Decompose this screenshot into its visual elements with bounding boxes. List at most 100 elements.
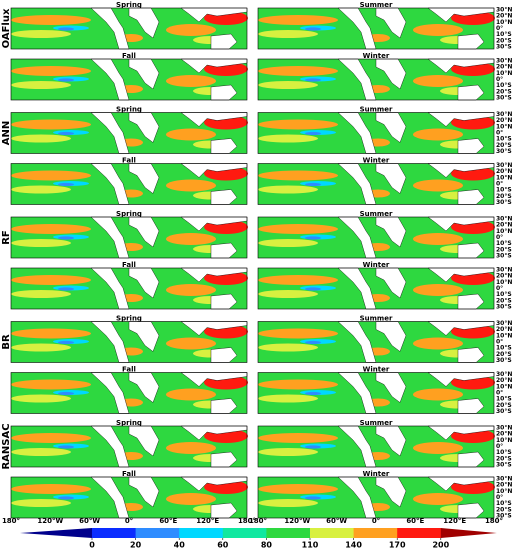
colorbar-bin — [397, 528, 442, 538]
lat-label: 0° — [496, 25, 503, 32]
lat-label: 30°N — [496, 320, 512, 327]
map-panel — [10, 216, 249, 259]
lat-label: 30°S — [496, 253, 512, 260]
lat-label: 0° — [496, 285, 503, 292]
panel-frame — [10, 321, 248, 363]
lat-label: 0° — [496, 130, 503, 137]
lat-label: 20°N — [496, 377, 512, 384]
lat-label: 20°N — [496, 64, 512, 71]
lon-label: 180° — [238, 517, 256, 525]
panel-title: Summer — [360, 1, 393, 9]
panel-title: Fall — [122, 366, 136, 374]
map-panel — [257, 372, 496, 414]
panel-frame — [257, 7, 495, 50]
panel-frame — [10, 163, 248, 205]
lat-label: 20°N — [496, 117, 512, 124]
panel-frame — [257, 476, 495, 519]
panel-title: Winter — [363, 52, 390, 60]
map — [10, 267, 249, 310]
row-label: OAFlux — [1, 8, 12, 48]
panel-frame — [257, 372, 495, 414]
map-panel — [257, 216, 496, 259]
lat-label: 20°S — [496, 506, 512, 513]
map-panel — [257, 112, 496, 154]
lat-label: 20°S — [496, 142, 512, 149]
lat-label: 10°S — [496, 240, 512, 247]
colorbar-label: 170 — [389, 541, 406, 550]
lat-label: 10°N — [496, 174, 512, 181]
colorbar-bin — [310, 528, 355, 538]
lat-label: 30°N — [496, 425, 512, 432]
lat-label: 0° — [496, 443, 503, 450]
panel-frame — [10, 7, 248, 50]
lon-label: 180° — [2, 517, 20, 525]
map-panel — [257, 267, 496, 310]
panel-title: Summer — [360, 210, 393, 218]
colorbar-label: 20 — [130, 541, 142, 550]
lat-label: 10°S — [496, 500, 512, 507]
colorbar-bin — [222, 528, 267, 538]
map — [257, 425, 496, 468]
lon-label: 120°W — [284, 517, 310, 525]
map — [10, 58, 249, 101]
lat-label: 10°S — [496, 291, 512, 298]
lat-label: 30°N — [496, 111, 512, 118]
lat-label: 0° — [496, 494, 503, 501]
lon-label: 180° — [249, 517, 267, 525]
lon-label: 60°E — [159, 517, 177, 525]
lon-label: 120°E — [196, 517, 219, 525]
colorbar-label: 140 — [345, 541, 362, 550]
lat-label: 10°S — [496, 136, 512, 143]
lat-label: 20°N — [496, 431, 512, 438]
lat-label: 30°N — [496, 162, 512, 169]
lat-label: 10°S — [496, 396, 512, 403]
panel-title: Spring — [116, 315, 142, 323]
colorbar-extend — [20, 528, 92, 538]
map-panel — [10, 112, 249, 154]
map — [10, 163, 249, 205]
map-panel — [10, 58, 249, 101]
map — [257, 372, 496, 414]
panel-title: Fall — [122, 52, 136, 60]
map — [10, 425, 249, 468]
lat-label: 20°N — [496, 222, 512, 229]
lat-label: 10°N — [496, 437, 512, 444]
panel-title: Summer — [360, 419, 393, 427]
map — [257, 112, 496, 154]
lat-label: 30°N — [496, 371, 512, 378]
map — [10, 476, 249, 519]
lon-label: 120°E — [443, 517, 466, 525]
row-label: ANN — [1, 121, 12, 145]
lat-label: 20°S — [496, 402, 512, 409]
panel-title: Spring — [116, 210, 142, 218]
colorbar-label: 60 — [217, 541, 229, 550]
map-panel — [10, 476, 249, 519]
lat-label: 30°S — [496, 513, 512, 520]
lat-label: 20°S — [496, 455, 512, 462]
colorbar-bin — [179, 528, 224, 538]
panel-frame — [257, 216, 495, 259]
lat-label: 30°S — [496, 199, 512, 206]
row-label: RF — [1, 230, 12, 245]
panel-title: Winter — [363, 470, 390, 478]
map-panel — [10, 267, 249, 310]
row-label: RANSAC — [1, 423, 12, 469]
lat-label: 10°S — [496, 187, 512, 194]
lat-label: 20°S — [496, 351, 512, 358]
panel-title: Fall — [122, 470, 136, 478]
panel-frame — [10, 372, 248, 414]
lat-label: 20°S — [496, 88, 512, 95]
lat-label: 0° — [496, 390, 503, 397]
panel-frame — [10, 58, 248, 101]
lat-label: 20°S — [496, 297, 512, 304]
lat-label: 30°S — [496, 462, 512, 469]
lat-label: 10°S — [496, 82, 512, 89]
lat-label: 20°S — [496, 246, 512, 253]
map-panel — [257, 7, 496, 50]
panel-frame — [257, 321, 495, 363]
panel-title: Spring — [116, 419, 142, 427]
lat-label: 30°S — [496, 44, 512, 51]
lat-label: 10°S — [496, 345, 512, 352]
panel-frame — [10, 476, 248, 519]
